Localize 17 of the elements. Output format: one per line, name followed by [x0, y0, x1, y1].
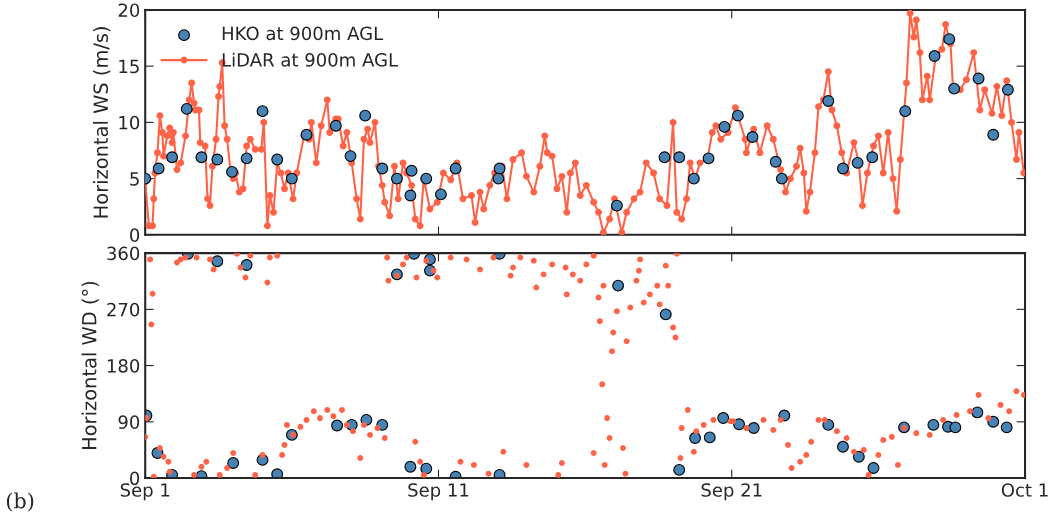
y-tick-label: 90 — [118, 415, 140, 429]
y-tick-label: 360 — [107, 246, 140, 261]
text: (b) — [6, 492, 34, 512]
y-tick-label: 270 — [107, 302, 140, 317]
y-tick-label: 5 — [130, 172, 139, 186]
legend-label: HKO at 900m AGL — [222, 26, 384, 41]
y-tick-label: 15 — [119, 59, 139, 74]
x-tick-label: Oct 1 — [1001, 483, 1048, 497]
y-tick-label: 20 — [118, 3, 140, 18]
x-tick-label: Sep 21 — [701, 483, 762, 501]
y-tick-label: 0 — [130, 228, 140, 242]
y-tick-label: 10 — [119, 115, 140, 130]
y-axis-title: Horizontal WD (°) — [81, 281, 99, 450]
x-tick-label: Sep 11 — [408, 483, 469, 501]
y-axis-title: Horizontal WS (m/s) — [93, 27, 111, 218]
legend-label: LiDAR at 900m AGL — [222, 52, 399, 67]
y-tick-label: 180 — [107, 359, 140, 373]
